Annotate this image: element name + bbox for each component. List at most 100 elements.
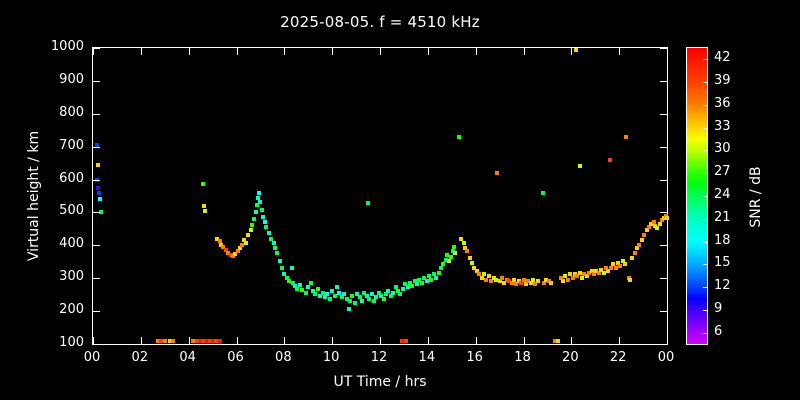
axis-tick <box>703 287 707 289</box>
colorbar-tick-label: 33 <box>714 118 731 134</box>
axis-tick <box>660 344 667 345</box>
axis-tick <box>660 80 667 82</box>
data-point <box>456 134 461 139</box>
data-point <box>393 285 398 290</box>
data-point <box>649 221 654 226</box>
data-point <box>565 277 570 282</box>
data-point <box>511 277 516 282</box>
data-point <box>533 282 538 287</box>
data-point <box>570 275 575 280</box>
data-point <box>388 293 393 298</box>
data-point <box>162 338 167 343</box>
axis-tick <box>703 150 707 152</box>
data-point <box>531 277 536 282</box>
data-point <box>258 199 263 204</box>
data-point <box>208 339 213 344</box>
data-point <box>201 339 206 344</box>
axis-tick <box>427 337 429 344</box>
data-point <box>337 290 342 295</box>
data-point <box>556 339 561 344</box>
data-point <box>599 267 604 272</box>
data-point <box>589 268 594 273</box>
data-point <box>386 288 391 293</box>
data-point <box>417 277 422 282</box>
data-point <box>374 295 379 300</box>
data-point <box>489 278 494 283</box>
data-point <box>620 259 625 264</box>
data-point <box>348 299 353 304</box>
y-tick-label: 200 <box>59 302 84 318</box>
axis-tick <box>93 146 100 148</box>
data-point <box>217 239 222 244</box>
data-point <box>95 186 100 191</box>
data-point <box>447 259 452 264</box>
data-point <box>369 292 374 296</box>
data-point <box>516 278 521 283</box>
data-point <box>627 277 632 282</box>
data-point <box>462 245 467 250</box>
data-point <box>497 278 502 283</box>
axis-tick <box>93 113 100 115</box>
data-point <box>195 339 200 344</box>
data-point <box>465 249 470 254</box>
data-point <box>290 281 295 286</box>
axis-tick <box>188 337 190 344</box>
data-point <box>327 297 332 302</box>
data-point <box>438 265 443 270</box>
axis-tick <box>703 309 707 311</box>
data-point <box>300 288 305 293</box>
data-point <box>544 277 549 282</box>
data-point <box>608 265 613 270</box>
data-point <box>204 338 209 343</box>
y-tick-label: 400 <box>59 236 84 252</box>
data-point <box>519 280 524 285</box>
colorbar-tick-label: 15 <box>714 255 731 271</box>
axis-tick <box>703 241 707 243</box>
data-point <box>523 282 528 287</box>
axis-tick <box>660 245 667 247</box>
data-point <box>623 262 628 267</box>
data-point <box>434 275 439 280</box>
data-point <box>287 278 292 283</box>
data-point <box>450 249 455 254</box>
data-point <box>568 272 573 277</box>
data-point <box>322 295 327 300</box>
data-point <box>535 278 540 283</box>
data-point <box>293 284 298 289</box>
data-point <box>604 265 608 270</box>
data-point <box>297 282 302 287</box>
data-point <box>334 285 339 290</box>
data-point <box>514 282 519 287</box>
data-point <box>580 275 585 280</box>
data-point <box>574 47 579 52</box>
data-point <box>624 134 629 139</box>
data-point <box>241 238 246 243</box>
data-point <box>528 280 533 285</box>
data-point <box>630 255 635 260</box>
data-point <box>651 219 656 224</box>
data-point <box>383 292 388 296</box>
axis-tick <box>660 179 667 181</box>
data-point <box>479 275 484 280</box>
data-point <box>577 164 582 169</box>
y-tick-label: 100 <box>59 335 84 350</box>
data-point <box>257 191 262 196</box>
data-point <box>313 292 318 296</box>
x-tick-label: 00 <box>83 350 101 365</box>
data-point <box>644 228 649 233</box>
data-point <box>271 240 276 245</box>
data-point <box>596 270 601 275</box>
data-point <box>203 208 208 213</box>
data-point <box>552 338 557 343</box>
data-point <box>198 338 203 343</box>
axis-tick <box>93 311 100 313</box>
data-point <box>584 274 589 279</box>
axis-tick <box>660 311 667 313</box>
data-point <box>499 275 504 280</box>
data-point <box>240 242 245 247</box>
data-point <box>419 280 424 285</box>
chart-title: 2025-08-05. f = 4510 kHz <box>280 13 480 31</box>
colorbar-tick-label: 6 <box>714 323 723 339</box>
data-point <box>429 277 434 282</box>
